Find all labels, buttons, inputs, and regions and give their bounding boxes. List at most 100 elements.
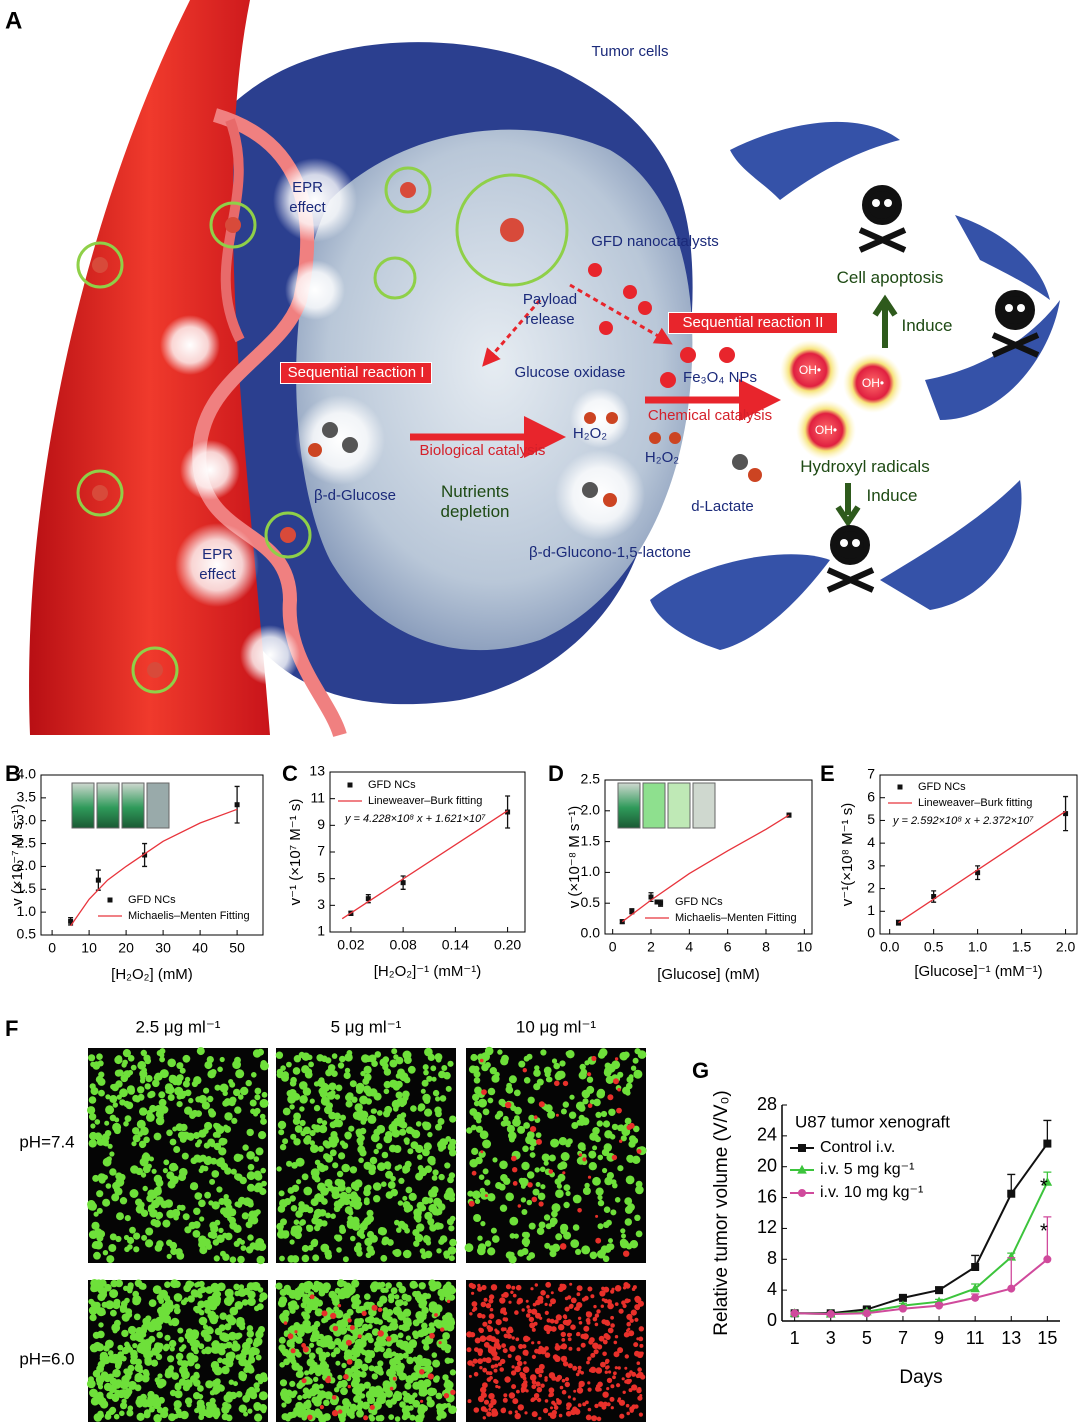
cell [309, 1098, 315, 1104]
cell [480, 1221, 486, 1227]
cell [534, 1167, 540, 1173]
dead-cell [925, 300, 1060, 420]
cell [498, 1183, 506, 1191]
cell [363, 1065, 372, 1074]
cell [385, 1282, 392, 1289]
cell [482, 1139, 492, 1149]
x-tick-label: 9 [934, 1328, 944, 1348]
cell [233, 1283, 240, 1291]
cell [509, 1345, 516, 1352]
cell [608, 1370, 612, 1374]
cell [403, 1076, 411, 1084]
cell [536, 1397, 542, 1403]
cell [446, 1299, 451, 1304]
panel-label: C [282, 761, 298, 786]
cell [294, 1330, 298, 1334]
cell [343, 1374, 349, 1380]
cell [503, 1393, 508, 1398]
cell [277, 1205, 286, 1213]
cell [275, 1051, 284, 1059]
cell [98, 1412, 104, 1419]
cell [198, 1316, 208, 1326]
x-tick-label: 8 [762, 939, 770, 955]
cell [635, 1180, 643, 1188]
cell [369, 1156, 378, 1165]
cell [619, 1413, 625, 1419]
cell [621, 1377, 625, 1381]
cell [245, 1390, 253, 1398]
cell [375, 1415, 382, 1422]
cell [302, 1346, 309, 1353]
cell [506, 1333, 512, 1339]
cell [624, 1366, 628, 1370]
cell [625, 1283, 631, 1289]
cell [334, 1309, 344, 1319]
cell [543, 1408, 549, 1414]
cell [511, 1336, 515, 1340]
cell [578, 1104, 586, 1112]
cell [125, 1388, 131, 1394]
label: OH• [798, 363, 822, 377]
cell [127, 1055, 135, 1062]
cell [603, 1286, 610, 1293]
cell [500, 1174, 508, 1182]
cell [141, 1157, 148, 1164]
cell [531, 1354, 537, 1359]
cell [210, 1224, 219, 1233]
x-axis-label: [Glucose]⁻¹ (mM⁻¹) [914, 963, 1042, 980]
row-header: pH=7.4 [19, 1132, 74, 1151]
cell [526, 1053, 533, 1060]
cell [330, 1131, 338, 1139]
cell [427, 1373, 434, 1380]
cell [551, 1203, 561, 1213]
cell [220, 1250, 226, 1257]
micrograph [87, 1047, 269, 1265]
cell [531, 1411, 538, 1418]
cell [567, 1395, 572, 1399]
cell [216, 1186, 223, 1193]
cell [344, 1067, 351, 1074]
cell [209, 1406, 217, 1414]
cell [492, 1235, 500, 1243]
cell [404, 1139, 410, 1145]
cell [378, 1227, 387, 1236]
cell [637, 1367, 642, 1372]
cell [560, 1283, 567, 1291]
cell [585, 1414, 592, 1421]
cell [223, 1194, 229, 1200]
cell [158, 1396, 165, 1404]
cell [591, 1415, 598, 1422]
cell [395, 1299, 403, 1307]
cell [236, 1237, 243, 1244]
cell [396, 1227, 402, 1233]
cell [197, 1192, 203, 1199]
cell [211, 1201, 220, 1210]
cell [218, 1324, 226, 1332]
x-tick-label: 50 [229, 940, 245, 956]
cell [397, 1164, 403, 1170]
cell [614, 1285, 622, 1292]
cell [608, 1108, 616, 1117]
cell [124, 1215, 131, 1222]
cell [509, 1233, 516, 1239]
cell [595, 1187, 604, 1196]
cell [540, 1290, 546, 1296]
cell [477, 1348, 484, 1355]
cell [636, 1361, 641, 1365]
cell [544, 1302, 548, 1306]
cell [417, 1329, 425, 1338]
cell [613, 1351, 620, 1358]
cell [589, 1099, 595, 1105]
cell [157, 1373, 163, 1379]
panel-label: A [5, 7, 22, 34]
cell [598, 1335, 605, 1342]
cell [334, 1338, 342, 1346]
cell [416, 1315, 425, 1324]
cell [234, 1173, 242, 1181]
cell [256, 1303, 264, 1310]
cell [122, 1059, 128, 1066]
cell [176, 1101, 183, 1108]
cell [246, 1330, 254, 1338]
cell [369, 1404, 375, 1410]
cell [575, 1372, 580, 1377]
